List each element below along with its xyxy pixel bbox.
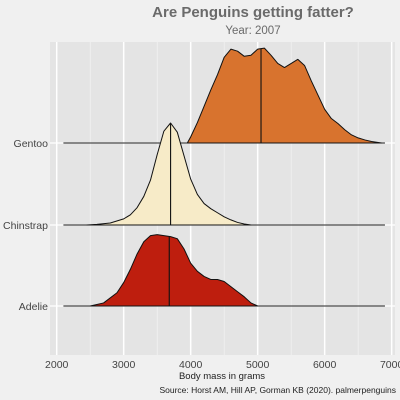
x-tick-label: 3000 [112, 359, 136, 371]
x-tick-label: 6000 [313, 359, 337, 371]
ridge-density-adelie [89, 234, 259, 307]
x-axis-ticks: 2000 3000 4000 5000 6000 7000 [45, 359, 400, 371]
chart-caption: Source: Horst AM, Hill AP, Gorman KB (20… [159, 385, 396, 395]
x-axis-title: Body mass in grams [179, 371, 265, 382]
y-axis-labels: Gentoo Chinstrap Adelie [3, 138, 48, 313]
ridge-density-gentoo [186, 47, 383, 144]
y-axis-label-gentoo: Gentoo [14, 138, 49, 150]
chart-title: Are Penguins getting fatter? [152, 4, 354, 21]
chart-subtitle: Year: 2007 [225, 25, 280, 37]
x-tick-label: 4000 [179, 359, 203, 371]
y-axis-label-adelie: Adelie [19, 301, 48, 313]
ridge-density-chinstrap [86, 122, 252, 226]
x-tick-label: 7000 [380, 359, 400, 371]
x-tick-label: 5000 [246, 359, 270, 371]
ridges [63, 47, 385, 307]
y-axis-label-chinstrap: Chinstrap [3, 220, 48, 232]
x-tick-label: 2000 [45, 359, 69, 371]
